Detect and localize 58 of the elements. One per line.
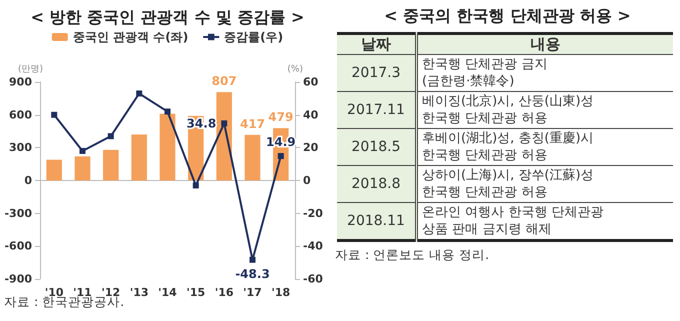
point xyxy=(108,133,114,140)
x-tick-label: '17 xyxy=(243,286,262,299)
x-tick-label: '18 xyxy=(271,286,290,299)
data-label: -48.3 xyxy=(235,266,270,281)
y2-tick-label: -60 xyxy=(303,272,324,286)
bar xyxy=(46,160,62,180)
x-tick-label: '16 xyxy=(214,286,234,299)
y2-tick-label: -20 xyxy=(303,206,324,220)
text: 온라인 여행사 한국행 단체관광 상품 판매 금지령 해제 xyxy=(416,202,673,240)
point xyxy=(192,182,199,188)
y2-axis-title: (%) xyxy=(287,64,303,74)
x-tick-label: '14 xyxy=(158,286,178,299)
x-tick-label: '15 xyxy=(186,286,206,299)
y-axis-title: (만명) xyxy=(18,64,44,74)
y-tick-label: 0 xyxy=(24,174,32,187)
legend-label: 증감률(우) xyxy=(224,30,284,44)
y2-tick-label: 40 xyxy=(303,108,319,122)
text: 2018.5 xyxy=(337,128,416,166)
text: 날짜 xyxy=(337,34,416,54)
data-label: 479 xyxy=(268,110,294,124)
text: 베이징(北京)시, 산둥(山東)성 한국행 단체관광 허용 xyxy=(416,92,673,128)
point xyxy=(80,148,86,154)
text: 자료 : 언론보도 내용 정리. xyxy=(335,247,490,264)
y2-tick-label: 60 xyxy=(303,76,319,88)
text: 한국행 단체관광 금지 (금한령·禁韓令) xyxy=(416,54,673,92)
y-tick-label: -600 xyxy=(4,240,32,253)
bar xyxy=(131,134,147,180)
chart-title: < 방한 중국인 관광객 수 및 증감률 > xyxy=(30,8,304,26)
y-tick-label: 300 xyxy=(9,141,32,154)
point xyxy=(221,120,228,126)
x-tick-label: '13 xyxy=(130,286,149,299)
text: 내용 xyxy=(416,34,673,54)
point xyxy=(250,256,256,263)
y-tick-label: -900 xyxy=(4,272,32,286)
y-tick-label: -300 xyxy=(4,206,32,220)
legend-label: 중국인 관광객 수(좌) xyxy=(72,30,188,44)
text: 2018.11 xyxy=(337,202,416,240)
y-tick-label: 900 xyxy=(9,76,32,88)
text: 2017.11 xyxy=(337,92,416,128)
y2-tick-label: -40 xyxy=(303,240,324,253)
data-label: 807 xyxy=(212,74,237,88)
point xyxy=(51,112,58,118)
y-tick-label: 600 xyxy=(9,108,32,122)
data-label: 417 xyxy=(240,116,266,131)
text: 2017.3 xyxy=(337,54,416,92)
y2-tick-label: 20 xyxy=(303,141,319,154)
bar xyxy=(244,134,260,180)
bar xyxy=(74,156,90,180)
point xyxy=(164,108,170,115)
point xyxy=(136,90,142,96)
y2-tick-label: 0 xyxy=(303,174,311,187)
bar xyxy=(103,150,119,180)
bar xyxy=(160,114,176,180)
text: 2018.8 xyxy=(337,166,416,202)
text: 후베이(湖北)성, 충칭(重慶)시 한국행 단체관광 허용 xyxy=(416,128,673,166)
point xyxy=(278,153,284,160)
text: 상하이(上海)시, 장쑤(江蘇)성 한국행 단체관광 허용 xyxy=(416,166,673,202)
text: < 중국의 한국행 단체관광 허용 > xyxy=(383,6,632,27)
